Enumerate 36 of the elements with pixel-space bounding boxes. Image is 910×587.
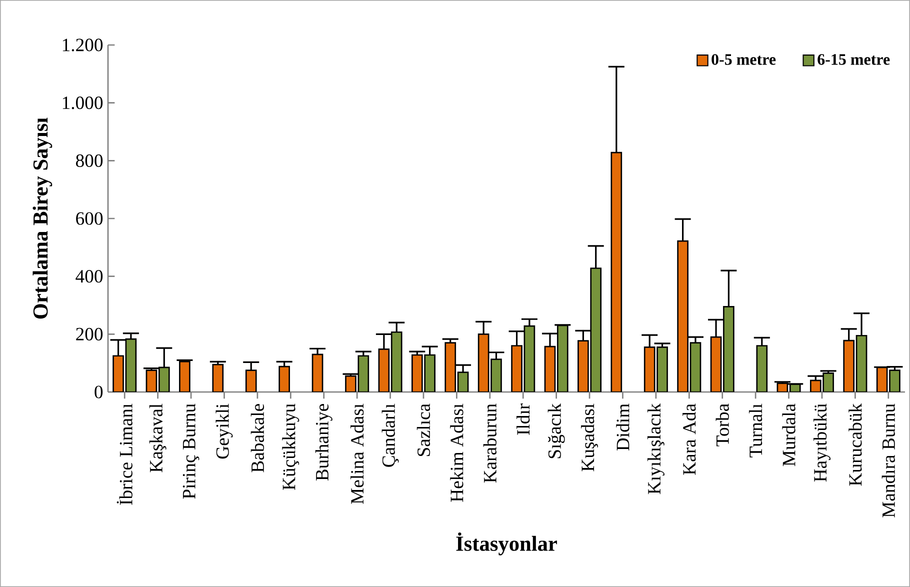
y-tick-label: 200 bbox=[76, 328, 103, 340]
x-tick-label: Hekim Adası bbox=[450, 404, 464, 502]
legend-label: 0-5 metre bbox=[712, 54, 776, 65]
x-tick-label: Murdala bbox=[782, 404, 796, 466]
x-tick-label: Turnalı bbox=[748, 404, 762, 458]
x-tick-label: Burhaniye bbox=[315, 404, 332, 481]
x-tick-label: Kara Ada bbox=[682, 404, 696, 475]
x-tick-label: Melina Adası bbox=[350, 404, 364, 504]
x-tick-label: Kıyıkışlacık bbox=[647, 403, 664, 494]
y-tick-label: 0 bbox=[94, 386, 103, 398]
y-tick-label: 1.200 bbox=[62, 38, 103, 52]
bar bbox=[876, 366, 888, 392]
x-tick-label: Geyikli bbox=[216, 404, 233, 459]
y-axis-title: Ortalama Birey Sayısı bbox=[32, 118, 52, 319]
x-tick-label: Kurucabük bbox=[848, 403, 862, 486]
x-tick-label: Sığacık bbox=[548, 403, 565, 458]
x-tick-label: Torba bbox=[716, 404, 729, 446]
x-axis-title: İstasyonlar bbox=[456, 532, 558, 556]
x-tick-label: Ildır bbox=[516, 404, 530, 435]
x-tick-label: Sazlıca bbox=[416, 404, 430, 456]
y-tick-label: 400 bbox=[76, 270, 103, 283]
legend-label: 6-15 metre bbox=[818, 54, 890, 65]
x-tick-label: Küçükkuyu bbox=[282, 404, 300, 490]
x-tick-label: Karaburun bbox=[483, 404, 496, 483]
y-tick-label: 1.000 bbox=[62, 96, 103, 110]
x-tick-label: Mandıra Burnu bbox=[882, 404, 895, 518]
x-tick-label: Didim bbox=[616, 404, 630, 451]
y-tick-label: 800 bbox=[76, 154, 103, 167]
x-tick-label: İbrice Limanı bbox=[116, 404, 132, 505]
x-tick-label: Pirinç Burnu bbox=[182, 404, 200, 499]
x-tick-label: Kuşadası bbox=[581, 404, 598, 472]
x-tick-label: Babakale bbox=[250, 404, 264, 472]
x-tick-label: Kaşkaval bbox=[149, 404, 166, 472]
y-tick-label: 600 bbox=[76, 212, 103, 225]
x-tick-label: Çandarlı bbox=[382, 404, 399, 467]
x-tick-label: Hayıtbükü bbox=[813, 404, 830, 482]
